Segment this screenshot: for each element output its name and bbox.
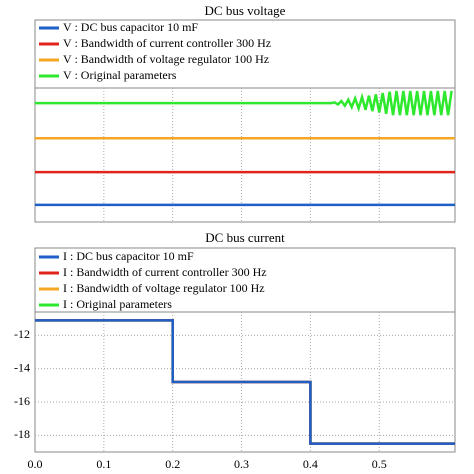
legend-label: I : Bandwidth of current controller 300 …: [63, 265, 267, 279]
y-tick-label: -12: [14, 327, 30, 341]
legend-label: V : Bandwidth of current controller 300 …: [63, 36, 271, 50]
plot-frame: [34, 19, 456, 223]
plot-frame: [34, 247, 456, 453]
legend-label: I : DC bus capacitor 10 mF: [63, 249, 194, 263]
x-tick-label: 0.4: [303, 457, 318, 471]
legend-label: I : Original parameters: [63, 297, 172, 311]
x-tick-label: 0.2: [165, 457, 180, 471]
x-tick-label: 0.5: [372, 457, 387, 471]
x-tick-label: 0.0: [28, 457, 43, 471]
y-tick-label: -16: [14, 394, 30, 408]
legend-label: I : Bandwidth of voltage regulator 100 H…: [63, 281, 265, 295]
y-tick-label: -14: [14, 360, 30, 374]
legend-label: V : Original parameters: [63, 68, 177, 82]
x-tick-label: 0.3: [234, 457, 249, 471]
series-line: [35, 90, 453, 116]
chart-title: DC bus voltage: [205, 3, 286, 18]
legend-label: V : DC bus capacitor 10 mF: [63, 20, 198, 34]
legend-label: V : Bandwidth of voltage regulator 100 H…: [63, 52, 269, 66]
series-line: [35, 319, 455, 445]
chart-title: DC bus current: [205, 230, 285, 245]
x-tick-label: 0.1: [96, 457, 111, 471]
y-tick-label: -18: [14, 427, 30, 441]
